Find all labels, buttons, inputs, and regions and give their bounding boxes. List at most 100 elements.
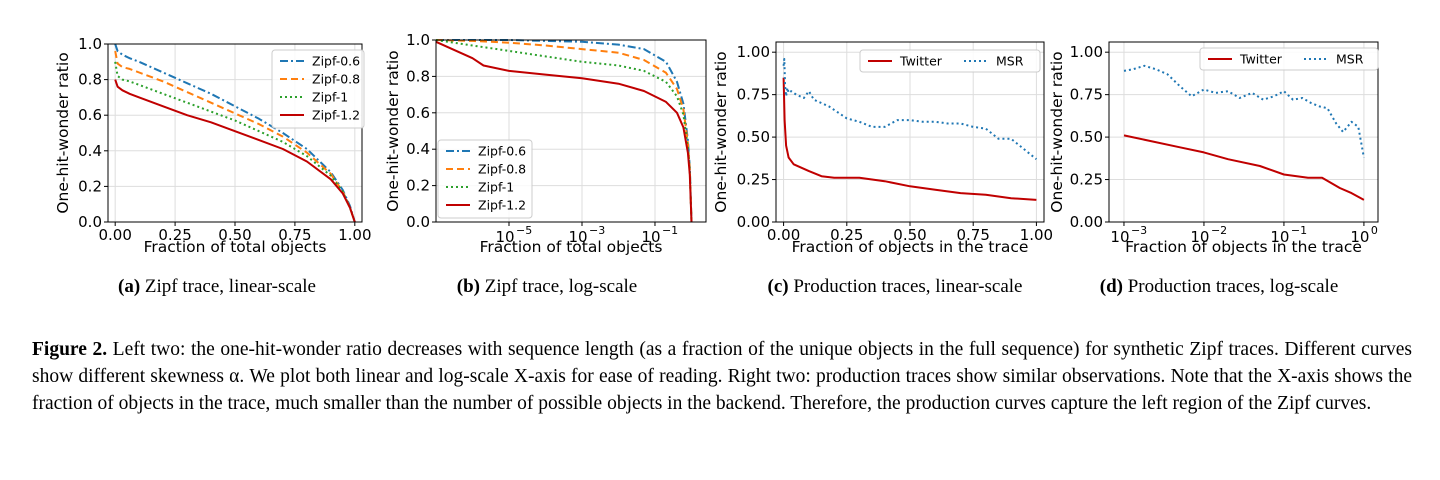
x-tick-label: 1.00 (338, 226, 371, 244)
series-line-twitter (1123, 134, 1365, 201)
x-tick-label: 0.50 (893, 226, 926, 244)
legend-label-zipf-0-6: Zipf-0.6 (312, 54, 360, 69)
panel-caption-d-text: Production traces, log-scale (1127, 276, 1339, 297)
y-tick-label: 0.4 (406, 140, 430, 158)
y-tick-label: 0.75 (737, 86, 770, 104)
x-tick-label-exponent: −3 (1131, 224, 1147, 237)
x-tick-label: 10 (1270, 228, 1289, 246)
y-tick-label: 0.50 (737, 128, 770, 146)
legend-box (437, 139, 533, 219)
y-axis-label: One-hit-wonder ratio (54, 52, 72, 213)
x-axis-label: Fraction of total objects (480, 238, 663, 256)
x-tick-label: 10 (641, 228, 660, 246)
y-tick-label: 0.8 (406, 67, 430, 85)
x-tick-label: 10 (1190, 228, 1209, 246)
panel-caption-c: (c) Production traces, linear-scale (725, 276, 1065, 298)
x-tick-label: 10 (1350, 228, 1369, 246)
x-tick-label: 0.00 (98, 226, 131, 244)
y-tick-label: 0.00 (737, 213, 770, 231)
panel-caption-d-label: (d) (1099, 276, 1123, 297)
figure-caption-label: Figure 2. (32, 339, 108, 360)
y-axis-label: One-hit-wonder ratio (384, 50, 402, 211)
y-tick-label: 0.25 (737, 171, 770, 189)
legend-box (859, 49, 1041, 73)
legend-label-zipf-0-6: Zipf-0.6 (478, 144, 526, 159)
legend-box (271, 49, 365, 129)
legend-label-zipf-1-2: Zipf-1.2 (478, 198, 526, 213)
y-tick-label: 0.2 (78, 177, 102, 195)
y-tick-label: 1.0 (406, 31, 430, 49)
y-tick-label: 0.0 (78, 213, 102, 231)
y-tick-label: 0.4 (78, 142, 102, 160)
y-tick-label: 0.8 (78, 71, 102, 89)
panel-caption-c-text: Production traces, linear-scale (793, 276, 1023, 297)
legend-label-zipf-1: Zipf-1 (478, 180, 514, 195)
series-line-zipf-0-6 (114, 43, 356, 223)
series-line-zipf-0-6 (436, 39, 693, 223)
panel-c: 0.00 0.25 0.50 0.75 1.00 0.00 0.25 0.50 0.75 1.00… (712, 41, 1053, 256)
legend-label-twitter: Twitter (1239, 52, 1283, 67)
x-axis-label: Fraction of objects in the trace (792, 238, 1029, 256)
y-tick-label: 0.6 (406, 104, 430, 122)
series-line-msr (1123, 64, 1365, 158)
x-tick-label: 0.75 (957, 226, 990, 244)
x-tick-label-exponent: −1 (1291, 224, 1307, 237)
legend-label-zipf-1: Zipf-1 (312, 90, 348, 105)
legend-label-zipf-1-2: Zipf-1.2 (312, 108, 360, 123)
y-tick-label: 0.00 (1070, 213, 1103, 231)
panel-caption-d: (d) Production traces, log-scale (1049, 276, 1389, 298)
y-tick-label: 0.2 (406, 177, 430, 195)
x-tick-label: 1.00 (1020, 226, 1053, 244)
y-tick-label: 0.0 (406, 213, 430, 231)
x-tick-label: 0.75 (278, 226, 311, 244)
panel-caption-b: (b) Zipf trace, log-scale (377, 276, 717, 298)
legend-label-twitter: Twitter (899, 54, 943, 69)
legend-label-msr: MSR (996, 54, 1024, 69)
y-tick-label: 1.0 (78, 35, 102, 53)
x-axis-label: Fraction of objects in the trace (1125, 238, 1362, 256)
plot-frame (1108, 41, 1379, 223)
series-line-zipf-1 (114, 61, 356, 223)
panel-caption-c-label: (c) (767, 276, 789, 297)
y-tick-label: 1.00 (737, 43, 770, 61)
y-tick-label: 1.00 (1070, 43, 1103, 61)
y-axis-label: One-hit-wonder ratio (1048, 51, 1066, 212)
x-tick-label-exponent: −1 (662, 224, 678, 237)
x-tick-label-exponent: 0 (1371, 224, 1378, 237)
legend-label-msr: MSR (1336, 52, 1364, 67)
y-axis-label: One-hit-wonder ratio (712, 51, 730, 212)
x-tick-label: 10 (495, 228, 514, 246)
x-tick-label: 0.25 (830, 226, 863, 244)
plot-frame (435, 39, 707, 223)
legend-label-zipf-0-8: Zipf-0.8 (312, 72, 360, 87)
series-line-zipf-1-2 (435, 40, 693, 223)
x-tick-label-exponent: −3 (589, 224, 605, 237)
x-axis-label: Fraction of total objects (144, 238, 327, 256)
y-tick-label: 0.6 (78, 106, 102, 124)
y-tick-label: 0.25 (1070, 171, 1103, 189)
x-tick-label: 10 (1110, 228, 1129, 246)
legend-box (1199, 47, 1379, 71)
y-tick-label: 0.75 (1070, 86, 1103, 104)
series-line-zipf-1-2 (114, 79, 356, 223)
x-tick-label: 10 (568, 228, 587, 246)
x-tick-label: 0.25 (158, 226, 191, 244)
figure-caption: Figure 2. Left two: the one-hit-wonder r… (32, 336, 1412, 417)
y-tick-label: 0.50 (1070, 128, 1103, 146)
panel-caption-a: (a) Zipf trace, linear-scale (47, 276, 387, 298)
panel-d: 10 −3 10 −2 10 −1 10 00.000.250.500.751.00Fract… (1048, 41, 1379, 256)
x-tick-label: 0.00 (767, 226, 800, 244)
x-tick-label: 0.50 (218, 226, 251, 244)
panel-caption-b-text: Zipf trace, log-scale (484, 276, 638, 297)
panel-caption-a-label: (a) (118, 276, 141, 297)
x-tick-label-exponent: −5 (516, 224, 532, 237)
panel-a: 0.00 0.25 0.50 0.75 1.00 0.0 0.2 0.4 0.6 0.8 1.0 Fr… (54, 35, 372, 256)
panel-caption-a-text: Zipf trace, linear-scale (144, 276, 316, 297)
series-line-twitter (782, 77, 1037, 201)
x-tick-label-exponent: −2 (1211, 224, 1227, 237)
figure-caption-text: Left two: the one-hit-wonder ratio decre… (32, 339, 1412, 414)
panel-caption-b-label: (b) (456, 276, 481, 297)
legend-label-zipf-0-8: Zipf-0.8 (478, 162, 526, 177)
